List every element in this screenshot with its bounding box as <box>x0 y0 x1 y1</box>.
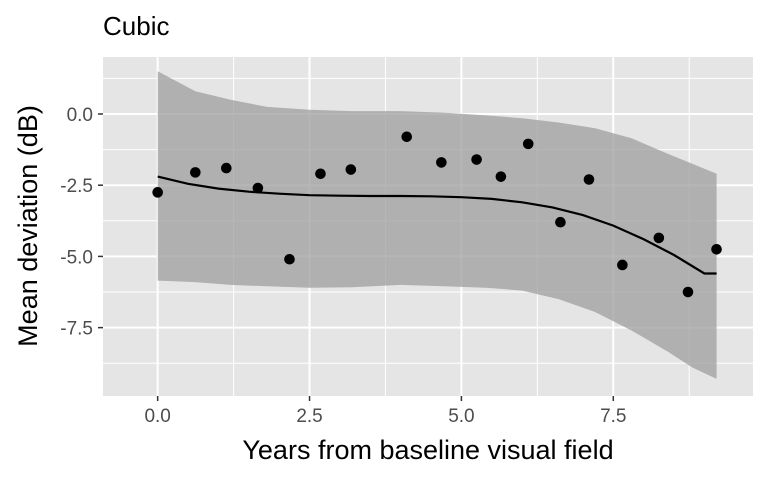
x-tick-label: 7.5 <box>600 406 626 427</box>
x-axis: 0.0 2.5 5.0 7.5 <box>144 396 626 427</box>
data-point <box>617 259 628 271</box>
data-point <box>152 187 163 198</box>
data-point <box>190 167 201 178</box>
confidence-band <box>157 71 717 379</box>
data-point <box>653 232 665 244</box>
x-tick-label: 0.0 <box>144 406 170 427</box>
data-point <box>555 216 566 228</box>
data-point <box>284 253 295 265</box>
data-point <box>436 157 447 168</box>
y-tick-label: -5.0 <box>60 247 93 268</box>
data-point <box>711 243 722 255</box>
y-tick-label: 0.0 <box>67 105 93 126</box>
data-points <box>152 131 722 298</box>
x-tick-label: 2.5 <box>296 406 322 427</box>
data-point <box>495 171 507 182</box>
data-point <box>522 138 534 150</box>
data-point <box>252 182 264 194</box>
y-axis-title: Mean deviation (dB) <box>13 105 43 347</box>
y-axis: 0.0 -2.5 -5.0 -7.5 <box>60 105 103 340</box>
x-tick-label: 5.0 <box>448 406 474 427</box>
data-point <box>583 174 595 185</box>
y-tick-label: -7.5 <box>60 319 93 340</box>
data-point <box>345 164 357 175</box>
data-point <box>682 286 694 298</box>
x-axis-title: Years from baseline visual field <box>242 435 613 465</box>
data-point <box>221 162 232 174</box>
chart-title: Cubic <box>103 11 169 41</box>
data-point <box>471 154 482 165</box>
y-tick-label: -2.5 <box>60 176 93 197</box>
data-point <box>401 131 413 143</box>
fit-line <box>157 175 717 275</box>
data-point <box>315 168 326 180</box>
